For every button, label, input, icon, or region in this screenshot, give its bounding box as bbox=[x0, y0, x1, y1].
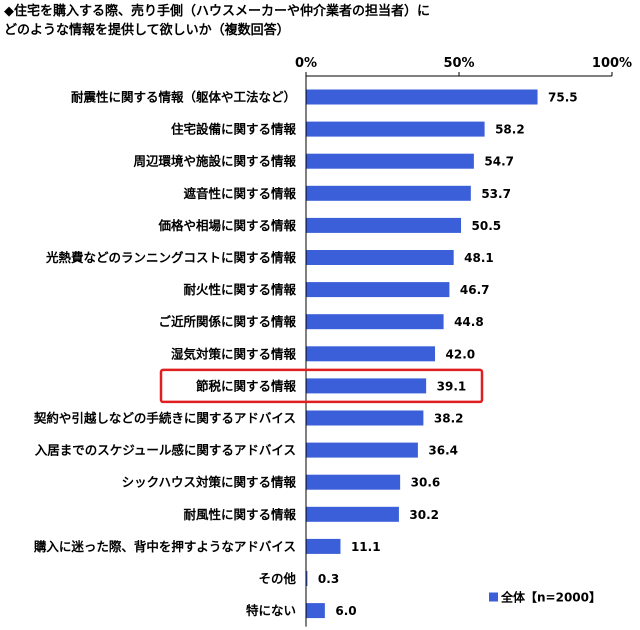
bar bbox=[306, 538, 341, 554]
data-label: 30.2 bbox=[409, 508, 439, 522]
data-label: 46.7 bbox=[460, 283, 490, 297]
category-label: 遮音性に関する情報 bbox=[183, 186, 296, 201]
bar bbox=[306, 474, 401, 490]
x-tick-label: 0% bbox=[295, 56, 317, 71]
data-label: 50.5 bbox=[472, 219, 502, 233]
bar bbox=[306, 314, 444, 330]
bar bbox=[306, 506, 399, 522]
data-label: 42.0 bbox=[446, 347, 476, 361]
data-label: 38.2 bbox=[434, 412, 464, 426]
category-label: 住宅設備に関する情報 bbox=[171, 122, 297, 137]
data-label: 53.7 bbox=[481, 187, 511, 201]
bar bbox=[306, 153, 474, 169]
category-label: 特にない bbox=[246, 603, 296, 618]
x-tick-label: 100% bbox=[592, 56, 632, 71]
category-label: 購入に迷った際、背中を押すようなアドバイス bbox=[33, 539, 296, 554]
data-label: 36.4 bbox=[428, 444, 458, 458]
category-label: ご近所関係に関する情報 bbox=[158, 314, 296, 329]
bar bbox=[306, 250, 454, 265]
highlight-box bbox=[159, 368, 484, 404]
category-label: シックハウス対策に関する情報 bbox=[122, 475, 297, 490]
bar bbox=[306, 121, 485, 137]
data-label: 39.1 bbox=[437, 379, 467, 393]
category-label: 節税に関する情報 bbox=[196, 378, 297, 393]
category-label: 入居までのスケジュール感に関するアドバイス bbox=[35, 443, 296, 458]
data-label: 54.7 bbox=[484, 155, 514, 169]
category-label: 契約や引越しなどの手続きに関するアドバイス bbox=[33, 411, 296, 426]
category-label: 周辺環境や施設に関する情報 bbox=[133, 154, 296, 169]
category-label: 耐風性に関する情報 bbox=[183, 507, 296, 522]
legend-label: 全体【n=2000】 bbox=[500, 590, 601, 605]
category-label: その他 bbox=[258, 571, 296, 586]
category-label: 価格や相場に関する情報 bbox=[157, 218, 296, 233]
chart-title: ◆住宅を購入する際、売り手側（ハウスメーカーや仲介業者の担当者）に どのような情… bbox=[4, 2, 430, 40]
legend-swatch bbox=[489, 592, 498, 602]
data-label: 6.0 bbox=[335, 604, 356, 618]
data-label: 58.2 bbox=[495, 123, 525, 137]
bar bbox=[306, 603, 325, 619]
bar bbox=[306, 410, 424, 426]
x-tick-label: 50% bbox=[443, 56, 474, 71]
data-label: 11.1 bbox=[351, 540, 381, 554]
data-label: 0.3 bbox=[318, 572, 339, 586]
data-label: 75.5 bbox=[548, 91, 578, 105]
category-label: 光熱費などのランニングコストに関する情報 bbox=[45, 250, 297, 265]
bar bbox=[306, 378, 427, 394]
category-label: 耐震性に関する情報（躯体や工法など） bbox=[71, 90, 296, 105]
category-label: 耐火性に関する情報 bbox=[183, 282, 296, 297]
bar bbox=[306, 89, 538, 105]
data-label: 30.6 bbox=[411, 476, 441, 490]
bar bbox=[306, 185, 471, 201]
chart-title-line2: どのような情報を提供して欲しいか（複数回答） bbox=[4, 23, 290, 38]
bar bbox=[306, 282, 450, 298]
category-label: 湿気対策に関する情報 bbox=[171, 346, 297, 361]
chart-title-line1: ◆住宅を購入する際、売り手側（ハウスメーカーや仲介業者の担当者）に bbox=[4, 4, 430, 19]
data-label: 44.8 bbox=[454, 315, 484, 329]
bar bbox=[306, 442, 418, 458]
bar bbox=[306, 217, 462, 233]
data-label: 48.1 bbox=[464, 251, 494, 265]
bar bbox=[306, 346, 436, 362]
bar bbox=[306, 571, 308, 586]
